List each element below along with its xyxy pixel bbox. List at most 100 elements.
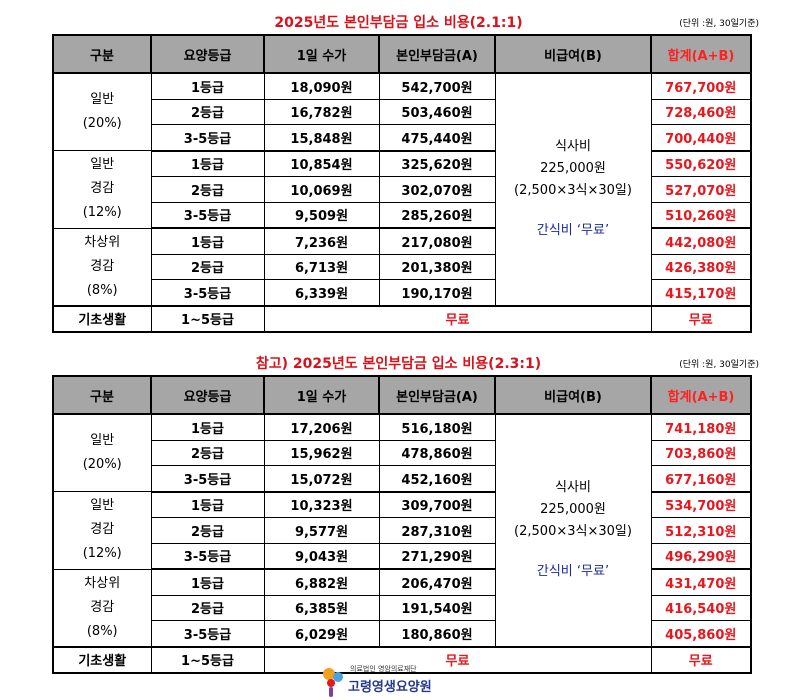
basic-living-total: 무료 <box>650 304 752 333</box>
daily-rate-cell: 6,385원 <box>263 594 380 621</box>
table-row: 차상위 경감 (8%) 1등급 7,236원 217,080원 442,080원 <box>52 227 752 306</box>
group-label-line: 일반 <box>90 157 115 173</box>
cost-section-2: 참고) 2025년도 본인부담금 입소 비용(2.3:1) (단위 :원, 30… <box>0 351 797 674</box>
non-covered-cell: 식사비 225,000원 (2,500×3식×30일) 간식비 ‘무료’ <box>494 72 652 306</box>
grade-cell: 2등급 <box>150 253 265 280</box>
grade-cell: 3-5등급 <box>150 279 265 307</box>
meal-label: 식사비 <box>555 139 591 155</box>
grade-cell: 3-5등급 <box>150 620 265 648</box>
table-row: 2등급 15,962원 478,860원 703,860원 <box>53 439 752 466</box>
table-row: 3-5등급 15,072원 452,160원 677,160원 <box>53 465 752 493</box>
total-cell: 405,860원 <box>650 620 752 648</box>
basic-living-free: 무료 <box>263 304 652 333</box>
header-total: 합계(A+B) <box>650 375 752 415</box>
header-daily-rate: 1일 수가 <box>263 375 380 415</box>
header-daily-rate: 1일 수가 <box>263 34 380 74</box>
meal-amount: 225,000원 <box>540 502 606 518</box>
total-cell: 550,620원 <box>650 150 752 177</box>
grade-cell: 2등급 <box>150 176 265 203</box>
daily-rate-cell: 10,323원 <box>263 491 380 518</box>
table-row: 차상위 경감 (8%) 1등급 6,882원 206,470원 431,470원 <box>52 568 752 647</box>
group-label-line: 일반 <box>90 498 115 514</box>
total-cell: 527,070원 <box>650 176 752 203</box>
group-label: 일반 경감 (12%) <box>52 491 152 570</box>
table-row: 3-5등급 15,848원 475,440원 700,440원 <box>53 124 752 152</box>
grade-cell: 2등급 <box>150 439 265 466</box>
basic-living-label: 기초생활 <box>52 304 152 333</box>
self-pay-cell: 516,180원 <box>378 413 496 441</box>
header-non-covered: 비급여(B) <box>494 34 652 74</box>
daily-rate-cell: 18,090원 <box>263 72 380 100</box>
grade-cell: 3-5등급 <box>150 124 265 152</box>
self-pay-cell: 309,700원 <box>378 491 496 518</box>
group-label: 차상위 경감 (8%) <box>52 568 152 647</box>
total-cell: 703,860원 <box>650 439 752 466</box>
daily-rate-cell: 9,509원 <box>263 201 380 229</box>
grade-cell: 3-5등급 <box>150 465 265 493</box>
total-cell: 512,310원 <box>650 517 752 544</box>
cost-table: 구분 요양등급 1일 수가 본인부담금(A) 비급여(B) 합계(A+B) 일반 (20%) 1… <box>52 375 752 674</box>
self-pay-cell: 180,860원 <box>378 620 496 648</box>
basic-living-label: 기초생활 <box>52 645 152 674</box>
grade-cell: 2등급 <box>150 517 265 544</box>
meal-calc: (2,500×3식×30일) <box>514 524 632 540</box>
self-pay-cell: 503,460원 <box>378 98 496 125</box>
total-cell: 415,170원 <box>650 279 752 307</box>
group-label-line: (12%) <box>82 205 122 221</box>
header-self-pay: 본인부담금(A) <box>378 34 496 74</box>
balloon-person-icon <box>323 668 343 697</box>
self-pay-cell: 206,470원 <box>378 568 496 596</box>
self-pay-cell: 452,160원 <box>378 465 496 493</box>
header-row: 구분 요양등급 1일 수가 본인부담금(A) 비급여(B) 합계(A+B) <box>52 34 752 74</box>
daily-rate-cell: 6,029원 <box>263 620 380 648</box>
table-row: 일반 (20%) 1등급 18,090원 542,700원 식사비 225,000원 (2,5… <box>52 72 752 306</box>
self-pay-cell: 287,310원 <box>378 517 496 544</box>
grade-cell: 3-5등급 <box>150 201 265 229</box>
daily-rate-cell: 15,072원 <box>263 465 380 493</box>
grade-cell: 1등급 <box>150 72 265 100</box>
table-row: 3-5등급 9,509원 285,260원 510,260원 <box>53 201 752 229</box>
meal-amount: 225,000원 <box>540 161 606 177</box>
total-cell: 426,380원 <box>650 253 752 280</box>
daily-rate-cell: 10,854원 <box>263 150 380 177</box>
group-label-line: (12%) <box>82 546 122 562</box>
basic-living-row: 기초생활 1~5등급 무료 무료 <box>52 304 752 333</box>
cost-table: 구분 요양등급 1일 수가 본인부담금(A) 비급여(B) 합계(A+B) 일반 (20%) 1… <box>52 34 752 333</box>
grade-cell: 1등급 <box>150 413 265 441</box>
snack-note: 간식비 ‘무료’ <box>536 564 610 580</box>
grade-cell: 1등급 <box>150 227 265 255</box>
facility-logo: 의료법인 영암의료재단 고령영생요양원 <box>320 664 440 698</box>
daily-rate-cell: 6,882원 <box>263 568 380 596</box>
self-pay-cell: 325,620원 <box>378 150 496 177</box>
self-pay-cell: 475,440원 <box>378 124 496 152</box>
header-grade: 요양등급 <box>150 375 265 415</box>
table-title: 2025년도 본인부담금 입소 비용(2.1:1) <box>274 15 523 31</box>
self-pay-cell: 191,540원 <box>378 594 496 621</box>
total-cell: 416,540원 <box>650 594 752 621</box>
daily-rate-cell: 9,577원 <box>263 517 380 544</box>
table-row: 일반 경감 (12%) 1등급 10,323원 309,700원 534,700원 <box>52 491 752 570</box>
daily-rate-cell: 15,962원 <box>263 439 380 466</box>
grade-cell: 1등급 <box>150 150 265 177</box>
daily-rate-cell: 10,069원 <box>263 176 380 203</box>
daily-rate-cell: 9,043원 <box>263 542 380 570</box>
group-label-line: 차상위 <box>84 575 121 591</box>
self-pay-cell: 271,290원 <box>378 542 496 570</box>
group-label-line: (20%) <box>82 457 122 472</box>
total-cell: 534,700원 <box>650 491 752 518</box>
table-row: 3-5등급 9,043원 271,290원 496,290원 <box>53 542 752 570</box>
header-category: 구분 <box>52 34 152 74</box>
daily-rate-cell: 16,782원 <box>263 98 380 125</box>
total-cell: 496,290원 <box>650 542 752 570</box>
group-label-line: (20%) <box>82 116 122 131</box>
table-row: 일반 경감 (12%) 1등급 10,854원 325,620원 550,620원 <box>52 150 752 229</box>
header-non-covered: 비급여(B) <box>494 375 652 415</box>
header-row: 구분 요양등급 1일 수가 본인부담금(A) 비급여(B) 합계(A+B) <box>52 375 752 415</box>
table-row: 3-5등급 6,339원 190,170원 415,170원 <box>53 279 752 307</box>
group-label-line: 경감 <box>90 258 115 274</box>
self-pay-cell: 302,070원 <box>378 176 496 203</box>
snack-note: 간식비 ‘무료’ <box>536 223 610 239</box>
basic-living-total: 무료 <box>650 645 752 674</box>
group-label-line: 일반 <box>90 92 115 107</box>
self-pay-cell: 190,170원 <box>378 279 496 307</box>
